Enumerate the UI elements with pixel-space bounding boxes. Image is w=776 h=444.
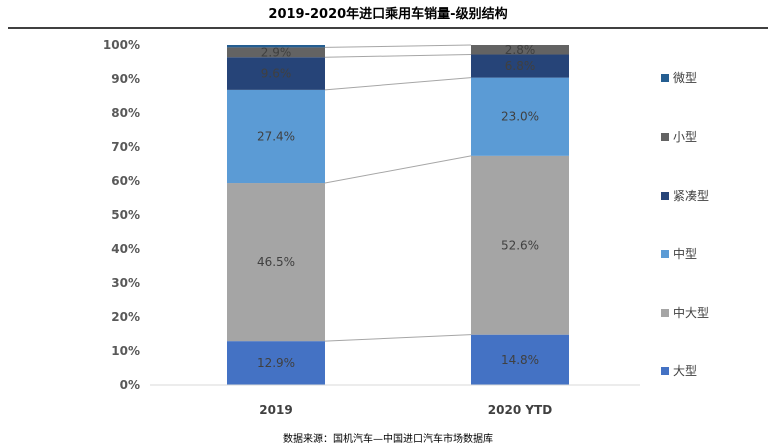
series-line — [324, 54, 472, 58]
legend-label: 紧凑型 — [673, 189, 709, 203]
bar-segment — [471, 54, 569, 78]
legend-swatch — [661, 192, 669, 200]
bar-segment — [227, 47, 325, 58]
y-tick-label: 30% — [111, 276, 140, 290]
y-tick-label: 10% — [111, 344, 140, 358]
source-note: 数据来源：国机汽车—中国进口汽车市场数据库 — [283, 432, 493, 444]
legend-label: 中型 — [673, 246, 697, 261]
legend-swatch — [661, 250, 669, 258]
bar-segment — [227, 341, 325, 385]
x-category-label: 2020 YTD — [488, 403, 552, 417]
y-tick-label: 100% — [103, 38, 140, 52]
x-axis: 2019 2020 YTD — [259, 403, 552, 417]
y-tick-label: 0% — [120, 378, 140, 392]
data-label: 23.0% — [501, 110, 539, 124]
legend-swatch — [661, 309, 669, 317]
y-tick-label: 60% — [111, 174, 140, 188]
legend-label: 大型 — [673, 364, 697, 378]
data-label: 9.6% — [261, 67, 292, 81]
series-line — [324, 155, 472, 184]
bar-segment — [227, 89, 325, 184]
bar-segment — [227, 57, 325, 90]
y-tick-label: 80% — [111, 106, 140, 120]
legend-label: 微型 — [673, 71, 697, 85]
legend-label: 中大型 — [673, 305, 709, 320]
legend-swatch — [661, 74, 669, 82]
bars — [227, 45, 569, 385]
data-label: 6.8% — [505, 59, 536, 73]
series-line — [324, 44, 472, 48]
data-labels: 12.9% 46.5% 27.4% 9.6% 2.9% 14.8% 52.6% 23.0% 6.… — [257, 43, 539, 370]
legend-swatch — [661, 367, 669, 375]
data-label: 46.5% — [257, 255, 295, 269]
bar-segment — [227, 45, 325, 48]
bar-segment — [471, 155, 569, 335]
series-lines — [324, 44, 472, 342]
data-label: 52.6% — [501, 238, 539, 252]
y-tick-label: 20% — [111, 310, 140, 324]
bar-segment — [471, 334, 569, 385]
legend-label: 小型 — [673, 130, 697, 144]
y-tick-label: 40% — [111, 242, 140, 256]
data-label: 2.8% — [505, 43, 536, 57]
y-tick-label: 70% — [111, 140, 140, 154]
y-tick-label: 90% — [111, 72, 140, 86]
series-line — [324, 77, 472, 91]
y-axis: 0% 10% 20% 30% 40% 50% 60% 70% 80% 90% 100% — [103, 38, 140, 392]
chart-title: 2019-2020年进口乘用车销量-级别结构 — [268, 6, 507, 22]
series-line — [324, 334, 472, 342]
data-label: 12.9% — [257, 356, 295, 370]
y-tick-label: 50% — [111, 208, 140, 222]
bar-segment — [471, 77, 569, 156]
bar-segment — [227, 183, 325, 342]
x-category-label: 2019 — [259, 403, 292, 417]
legend-swatch — [661, 133, 669, 141]
bar-segment — [471, 45, 569, 55]
data-label: 2.9% — [261, 45, 292, 59]
data-label: 14.8% — [501, 353, 539, 367]
data-label: 27.4% — [257, 129, 295, 143]
